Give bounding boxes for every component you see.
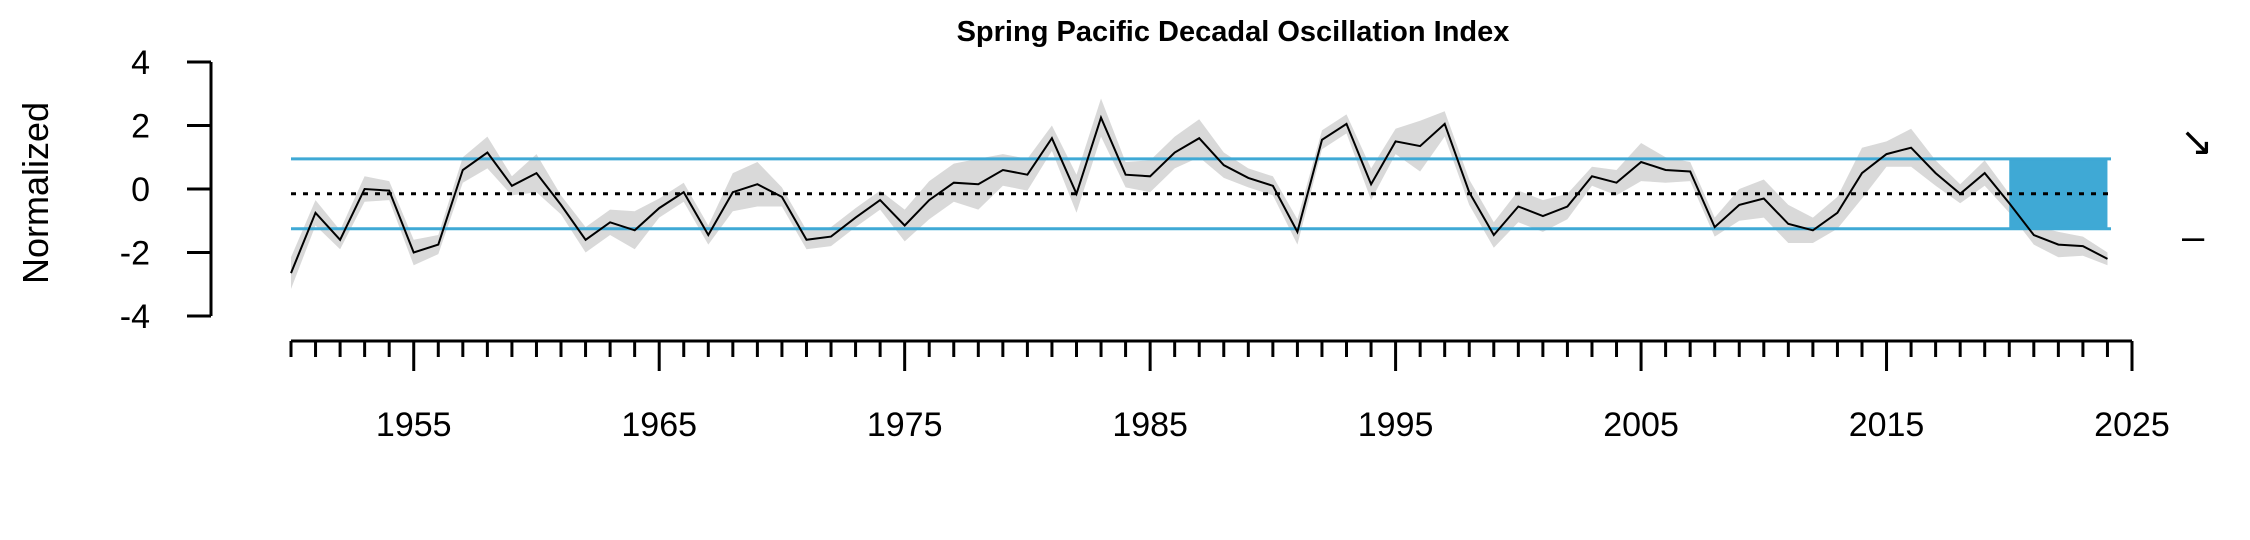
y-tick-label: -4 [120, 298, 150, 336]
x-axis: 1955 1965 1975 1985 1995 2005 2015 2025 [289, 339, 2170, 444]
confidence-ribbon [291, 98, 2108, 289]
y-tick-label: -2 [120, 235, 150, 273]
y-axis: -4 -2 0 2 4 [120, 44, 213, 336]
y-axis-label: Normalized [15, 102, 56, 284]
x-tick-label: 1955 [376, 406, 452, 444]
chart-title: Spring Pacific Decadal Oscillation Index [957, 16, 1510, 48]
x-tick-label: 1965 [621, 406, 697, 444]
y-tick-label: 4 [131, 44, 150, 82]
trend-arrow-icon: ↘ [2180, 120, 2214, 164]
x-tick-label: 2025 [2094, 406, 2170, 444]
x-tick-label: 1975 [867, 406, 943, 444]
x-tick-label: 2015 [1849, 406, 1925, 444]
x-tick-label: 1995 [1358, 406, 1434, 444]
y-tick-label: 2 [131, 108, 150, 146]
plot-area [290, 98, 2111, 289]
mean-indicator-icon: – [2182, 215, 2205, 259]
series-line [290, 114, 2108, 274]
x-tick-label: 2005 [1603, 406, 1679, 444]
y-tick-label: 0 [131, 171, 150, 209]
x-tick-label: 1985 [1112, 406, 1188, 444]
